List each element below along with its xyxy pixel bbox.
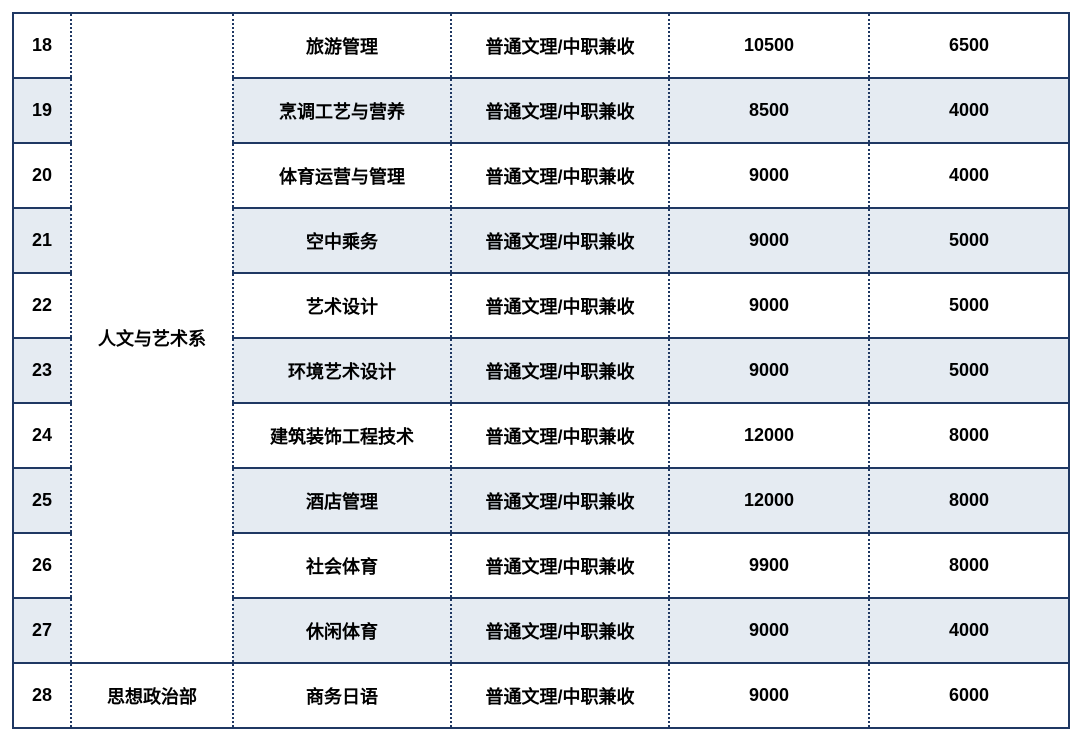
amount-a-cell: 12000 <box>669 403 869 468</box>
amount-b-cell: 4000 <box>869 598 1069 663</box>
category-cell: 普通文理/中职兼收 <box>451 338 669 403</box>
category-cell: 普通文理/中职兼收 <box>451 208 669 273</box>
row-index: 25 <box>13 468 71 533</box>
amount-b-cell: 4000 <box>869 78 1069 143</box>
category-cell: 普通文理/中职兼收 <box>451 143 669 208</box>
amount-a-cell: 10500 <box>669 13 869 78</box>
row-index: 23 <box>13 338 71 403</box>
amount-b-cell: 4000 <box>869 143 1069 208</box>
amount-a-cell: 12000 <box>669 468 869 533</box>
amount-b-cell: 8000 <box>869 533 1069 598</box>
row-index: 27 <box>13 598 71 663</box>
amount-b-cell: 8000 <box>869 468 1069 533</box>
row-index: 26 <box>13 533 71 598</box>
amount-a-cell: 9900 <box>669 533 869 598</box>
amount-a-cell: 9000 <box>669 208 869 273</box>
major-cell: 酒店管理 <box>233 468 451 533</box>
row-index: 24 <box>13 403 71 468</box>
category-cell: 普通文理/中职兼收 <box>451 468 669 533</box>
table-row: 28 思想政治部 商务日语 普通文理/中职兼收 9000 6000 <box>13 663 1069 728</box>
dept-cell: 思想政治部 <box>71 663 233 728</box>
category-cell: 普通文理/中职兼收 <box>451 78 669 143</box>
major-cell: 艺术设计 <box>233 273 451 338</box>
major-cell: 体育运营与管理 <box>233 143 451 208</box>
category-cell: 普通文理/中职兼收 <box>451 273 669 338</box>
category-cell: 普通文理/中职兼收 <box>451 598 669 663</box>
row-index: 19 <box>13 78 71 143</box>
major-cell: 休闲体育 <box>233 598 451 663</box>
dept-cell: 人文与艺术系 <box>71 13 233 663</box>
major-cell: 社会体育 <box>233 533 451 598</box>
majors-table: 18 人文与艺术系 旅游管理 普通文理/中职兼收 10500 6500 19 烹… <box>12 12 1070 729</box>
amount-b-cell: 6000 <box>869 663 1069 728</box>
category-cell: 普通文理/中职兼收 <box>451 533 669 598</box>
row-index: 20 <box>13 143 71 208</box>
amount-b-cell: 5000 <box>869 338 1069 403</box>
amount-b-cell: 5000 <box>869 208 1069 273</box>
category-cell: 普通文理/中职兼收 <box>451 13 669 78</box>
amount-b-cell: 8000 <box>869 403 1069 468</box>
category-cell: 普通文理/中职兼收 <box>451 663 669 728</box>
amount-a-cell: 8500 <box>669 78 869 143</box>
row-index: 28 <box>13 663 71 728</box>
major-cell: 旅游管理 <box>233 13 451 78</box>
table-row: 18 人文与艺术系 旅游管理 普通文理/中职兼收 10500 6500 <box>13 13 1069 78</box>
amount-a-cell: 9000 <box>669 598 869 663</box>
row-index: 21 <box>13 208 71 273</box>
amount-a-cell: 9000 <box>669 663 869 728</box>
major-cell: 空中乘务 <box>233 208 451 273</box>
row-index: 18 <box>13 13 71 78</box>
category-cell: 普通文理/中职兼收 <box>451 403 669 468</box>
major-cell: 建筑装饰工程技术 <box>233 403 451 468</box>
amount-b-cell: 6500 <box>869 13 1069 78</box>
amount-a-cell: 9000 <box>669 143 869 208</box>
row-index: 22 <box>13 273 71 338</box>
major-cell: 烹调工艺与营养 <box>233 78 451 143</box>
major-cell: 商务日语 <box>233 663 451 728</box>
amount-a-cell: 9000 <box>669 338 869 403</box>
amount-a-cell: 9000 <box>669 273 869 338</box>
amount-b-cell: 5000 <box>869 273 1069 338</box>
major-cell: 环境艺术设计 <box>233 338 451 403</box>
